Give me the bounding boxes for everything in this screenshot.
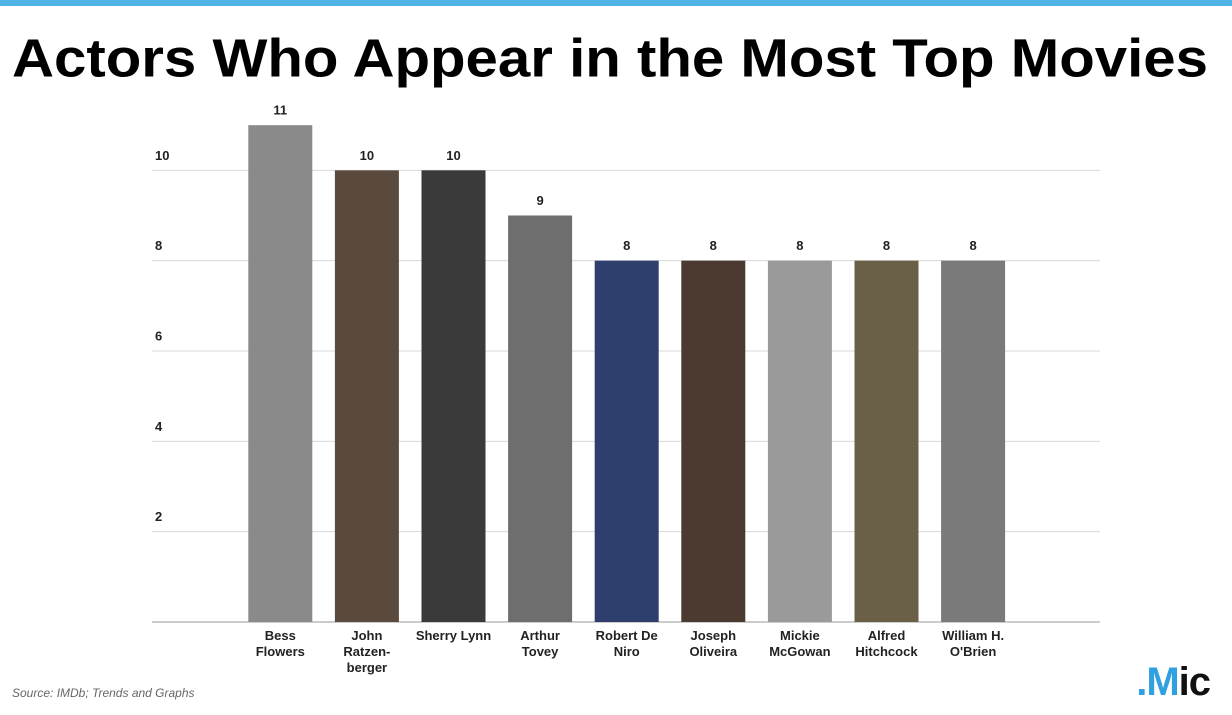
bar	[594, 260, 659, 622]
y-tick-label: 4	[155, 419, 163, 434]
value-label: 9	[536, 193, 543, 208]
x-tick-label: Robert De Niro	[595, 628, 658, 659]
bar	[508, 215, 573, 622]
bar	[421, 170, 486, 623]
value-label: 10	[360, 148, 374, 163]
bar	[681, 260, 746, 622]
y-tick-label: 8	[155, 238, 162, 253]
bar	[767, 260, 832, 622]
value-label: 10	[446, 148, 460, 163]
x-tick-label: Mickie McGowan	[769, 628, 831, 659]
y-tick-label: 6	[155, 328, 162, 343]
top-stripe	[0, 0, 1232, 6]
bar	[854, 260, 919, 622]
x-tick-label: Arthur Tovey	[520, 628, 560, 659]
source: Source: IMDb; Trends and Graphs	[12, 686, 195, 700]
x-tick-label: Sherry Lynn	[415, 628, 492, 643]
value-label: 8	[796, 238, 803, 253]
value-label: 11	[273, 103, 287, 118]
x-tick-label: William H. O'Brien	[942, 628, 1005, 659]
x-tick-label: John Ratzen- berger	[343, 628, 391, 675]
x-tick-label: Alfred Hitchcock	[855, 628, 918, 659]
bar	[334, 170, 399, 623]
logo: .Mic	[1136, 660, 1211, 704]
bar	[248, 125, 313, 623]
x-tick-label: Bess Flowers	[255, 628, 305, 659]
value-label: 8	[883, 238, 890, 253]
bar	[941, 260, 1006, 622]
value-label: 8	[710, 238, 717, 253]
chart-title: Actors Who Appear in the Most Top Movies	[12, 28, 1208, 88]
y-tick-label: 10	[155, 148, 169, 163]
y-tick-label: 2	[155, 509, 162, 524]
value-label: 8	[969, 238, 976, 253]
x-tick-label: Joseph Oliveira	[689, 628, 738, 659]
value-label: 8	[623, 238, 630, 253]
